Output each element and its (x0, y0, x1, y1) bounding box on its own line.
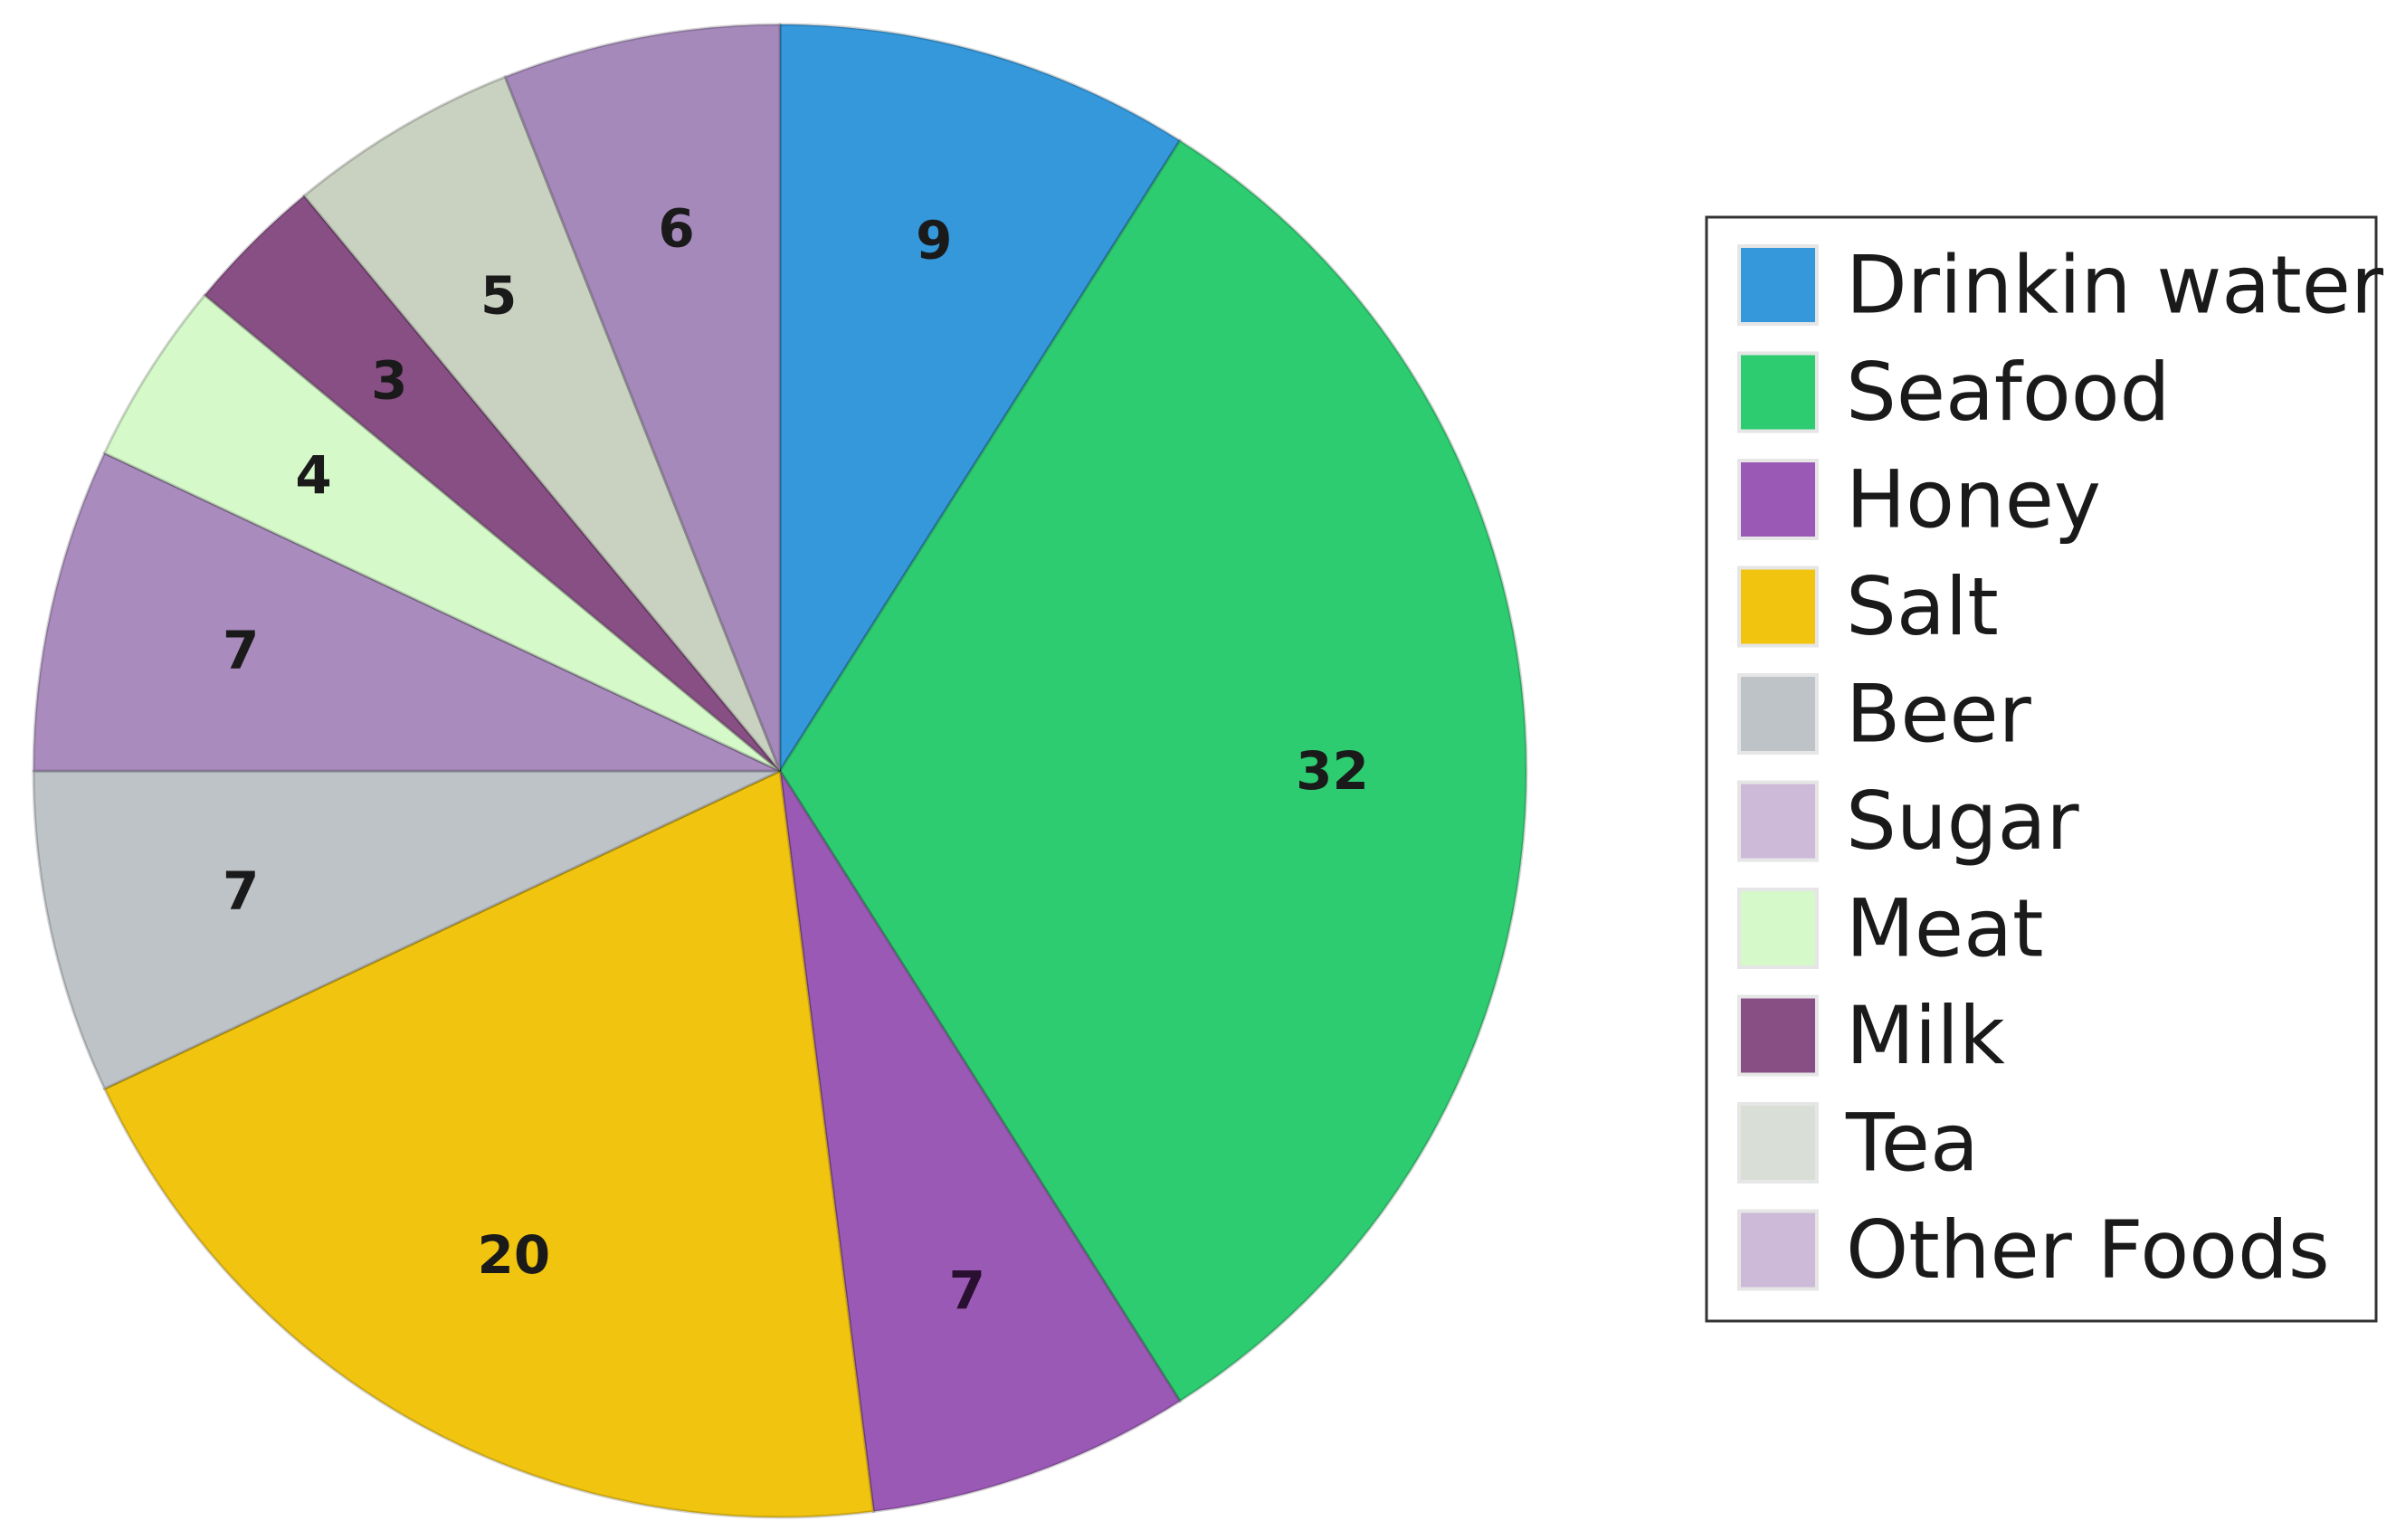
slice-value-label-meat: 4 (295, 444, 331, 506)
legend-swatch-beer (1737, 673, 1819, 755)
pie-slice-other-foods (503, 23, 782, 772)
legend-label-drinkin-water: Drinkin water (1846, 239, 2384, 332)
pie-slice-honey (778, 770, 1183, 1514)
slice-value-label-seafood: 32 (1296, 740, 1369, 802)
slice-value-label-tea: 5 (480, 265, 517, 327)
slice-value-label-salt: 20 (478, 1224, 551, 1286)
legend-label-beer: Beer (1846, 668, 2032, 761)
legend-swatch-other-foods (1737, 1209, 1819, 1291)
pie-slice-labels: 9 32 7 20 7 7 43 5 6 (223, 197, 1369, 1321)
pie-slice-milk (203, 194, 782, 773)
legend-swatch-sugar (1737, 780, 1819, 862)
pie-slice-drinkin-water (778, 23, 1183, 776)
legend-label-salt: Salt (1846, 560, 1999, 653)
legend: Drinkin water Seafood Honey Salt Beer Sugar Me… (1705, 215, 2384, 1323)
pie-slice-seafood (778, 138, 1528, 1403)
pie-slices (32, 23, 1528, 1519)
legend-swatch-meat (1737, 888, 1819, 969)
legend-swatch-honey (1737, 459, 1819, 540)
slice-value-label-milk: 3 (371, 349, 407, 411)
legend-label-other-foods: Other Foods (1846, 1203, 2330, 1297)
pie-slice-salt (102, 768, 876, 1519)
legend-swatch-tea (1737, 1102, 1819, 1184)
legend-label-seafood: Seafood (1846, 346, 2170, 439)
pie-slice-sugar (32, 451, 781, 773)
legend-swatch-milk (1737, 994, 1819, 1077)
legend-label-milk: Milk (1846, 989, 2005, 1082)
legend-swatch-drinkin-water (1737, 244, 1819, 326)
legend-label-honey: Honey (1846, 453, 2101, 547)
legend-label-sugar: Sugar (1846, 775, 2079, 868)
slice-value-label-beer: 7 (223, 860, 259, 922)
pie-slice-beer (32, 769, 781, 1091)
pie-slice-meat (102, 293, 781, 773)
pie-slice-tea (302, 74, 782, 772)
legend-label-tea: Tea (1845, 1097, 1979, 1190)
slice-value-label-other-foods: 6 (658, 197, 694, 259)
slice-value-label-sugar: 7 (223, 620, 259, 681)
legend-label-meat: Meat (1846, 882, 2044, 975)
legend-swatch-salt (1737, 566, 1819, 648)
legend-swatch-seafood (1737, 351, 1819, 433)
slice-value-label-drinkin-water: 9 (916, 210, 952, 271)
legend-items: Drinkin water Seafood Honey Salt Beer Sugar Me… (1737, 239, 2384, 1297)
slice-value-label-honey: 7 (949, 1260, 985, 1321)
